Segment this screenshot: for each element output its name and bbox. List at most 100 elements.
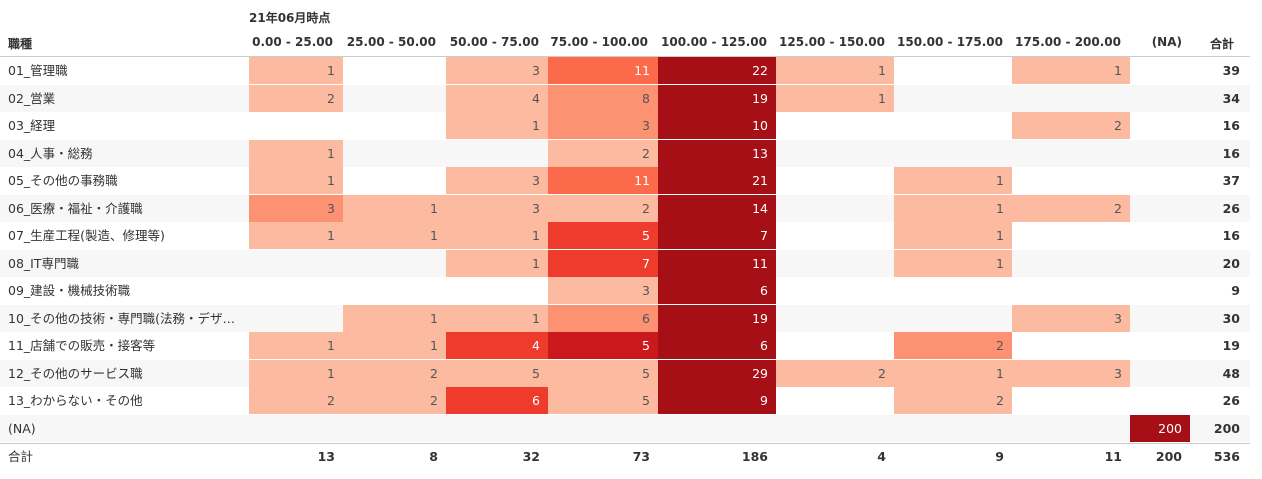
row-total: 26 bbox=[1222, 200, 1240, 216]
heatmap-cell: 5 bbox=[548, 332, 658, 359]
column-header: (NA) bbox=[1151, 35, 1182, 49]
heatmap-cell: 2 bbox=[343, 387, 446, 414]
heatmap-cell: 1 bbox=[894, 194, 1012, 222]
heatmap-cell: 1 bbox=[894, 222, 1012, 249]
column-header: 0.00 - 25.00 bbox=[252, 35, 333, 49]
row-total: 26 bbox=[1222, 393, 1240, 408]
heatmap-cell: 2 bbox=[249, 84, 343, 112]
row-label: 05_その他の事務職 bbox=[8, 173, 118, 188]
column-header: 25.00 - 50.00 bbox=[346, 35, 436, 49]
heatmap-cell: 5 bbox=[548, 387, 658, 414]
heatmap-cell: 14 bbox=[658, 194, 776, 222]
heatmap-cell: 3 bbox=[446, 194, 548, 222]
heatmap-cell: 4 bbox=[446, 332, 548, 359]
heatmap-cell: 7 bbox=[658, 222, 776, 249]
group-header-label: 21年06月時点 bbox=[249, 11, 331, 25]
column-total: 32 bbox=[522, 449, 540, 464]
heatmap-cell: 19 bbox=[658, 304, 776, 332]
row-total: 19 bbox=[1222, 338, 1240, 353]
heatmap-cell: 200 bbox=[1130, 414, 1190, 442]
heatmap-cell: 1 bbox=[249, 359, 343, 387]
heatmap-cell: 7 bbox=[548, 249, 658, 277]
heatmap-cell: 11 bbox=[548, 167, 658, 194]
heatmap-cell: 1 bbox=[446, 249, 548, 277]
heatmap-cell: 2 bbox=[548, 139, 658, 167]
heatmap-cell: 1 bbox=[343, 332, 446, 359]
heatmap-cell: 1 bbox=[249, 57, 343, 84]
heatmap-cell: 2 bbox=[894, 387, 1012, 414]
row-label: 13_わからない・その他 bbox=[8, 393, 143, 408]
row-total: 34 bbox=[1222, 90, 1240, 106]
heatmap-cell: 3 bbox=[1012, 304, 1130, 332]
row-label: 12_その他のサービス職 bbox=[8, 365, 143, 381]
heatmap-cell: 29 bbox=[658, 359, 776, 387]
heatmap-cell: 2 bbox=[249, 387, 343, 414]
heatmap-cell: 6 bbox=[658, 277, 776, 304]
row-label: 04_人事・総務 bbox=[8, 145, 93, 161]
grand-total: 536 bbox=[1213, 449, 1240, 464]
heatmap-cell: 3 bbox=[446, 167, 548, 194]
row-total: 37 bbox=[1222, 173, 1240, 188]
column-total: 200 bbox=[1155, 449, 1182, 464]
row-label: 07_生産工程(製造、修理等) bbox=[8, 228, 165, 243]
row-total: 30 bbox=[1222, 310, 1240, 326]
heatmap-cell: 11 bbox=[658, 249, 776, 277]
heatmap-cell: 2 bbox=[1012, 194, 1130, 222]
heatmap-cell: 1 bbox=[446, 112, 548, 139]
heatmap-cell: 13 bbox=[658, 139, 776, 167]
heatmap-cell: 1 bbox=[343, 304, 446, 332]
heatmap-cell: 9 bbox=[658, 387, 776, 414]
heatmap-cell: 3 bbox=[446, 57, 548, 84]
heatmap-cell: 1 bbox=[776, 57, 894, 84]
heatmap-cell: 3 bbox=[1012, 359, 1130, 387]
row-total: 9 bbox=[1231, 283, 1240, 298]
row-total: 16 bbox=[1222, 118, 1240, 133]
heatmap-cell: 3 bbox=[249, 194, 343, 222]
row-label: 01_管理職 bbox=[8, 63, 68, 78]
row-total: 16 bbox=[1222, 145, 1240, 161]
heatmap-cell: 11 bbox=[548, 57, 658, 84]
heatmap-cell: 5 bbox=[446, 359, 548, 387]
column-total: 73 bbox=[632, 449, 650, 464]
row-field-header: 職種 bbox=[8, 37, 33, 51]
heatmap-cell: 2 bbox=[1012, 112, 1130, 139]
column-header: 50.00 - 75.00 bbox=[449, 35, 539, 49]
heatmap-cell: 5 bbox=[548, 222, 658, 249]
heatmap-cell: 1 bbox=[1012, 57, 1130, 84]
row-total: 39 bbox=[1222, 63, 1240, 78]
column-header: 175.00 - 200.00 bbox=[1015, 35, 1121, 49]
heatmap-cell: 21 bbox=[658, 167, 776, 194]
row-label: 08_IT専門職 bbox=[8, 255, 79, 271]
row-total: 48 bbox=[1222, 365, 1240, 381]
row-label: 06_医療・福祉・介護職 bbox=[8, 200, 143, 216]
heatmap-cell: 3 bbox=[548, 277, 658, 304]
heatmap-cell: 5 bbox=[548, 359, 658, 387]
row-total: 20 bbox=[1222, 255, 1240, 271]
column-total: 13 bbox=[317, 449, 335, 464]
heatmap-cell: 8 bbox=[548, 84, 658, 112]
row-label: 11_店舗での販売・接客等 bbox=[8, 338, 156, 353]
column-total: 186 bbox=[741, 449, 768, 464]
heatmap-cell: 1 bbox=[894, 249, 1012, 277]
heatmap-cell: 6 bbox=[658, 332, 776, 359]
heatmap-cell: 10 bbox=[658, 112, 776, 139]
row-total: 16 bbox=[1222, 228, 1240, 243]
heatmap-cell: 1 bbox=[446, 304, 548, 332]
row-label: 03_経理 bbox=[8, 118, 56, 133]
heatmap-cell: 1 bbox=[249, 332, 343, 359]
heatmap-cell: 1 bbox=[249, 222, 343, 249]
heatmap-cell: 2 bbox=[894, 332, 1012, 359]
heatmap-cell: 1 bbox=[894, 167, 1012, 194]
heatmap-cell: 19 bbox=[658, 84, 776, 112]
heatmap-cell: 4 bbox=[446, 84, 548, 112]
heatmap-cell: 1 bbox=[343, 222, 446, 249]
column-total: 8 bbox=[429, 449, 438, 464]
row-total: 200 bbox=[1213, 420, 1240, 436]
column-total: 4 bbox=[877, 449, 886, 464]
heatmap-cell: 3 bbox=[548, 112, 658, 139]
column-total: 11 bbox=[1104, 449, 1122, 464]
heatmap-cell: 1 bbox=[343, 194, 446, 222]
footer-total-label: 合計 bbox=[8, 449, 34, 464]
total-column-header: 合計 bbox=[1210, 37, 1235, 51]
